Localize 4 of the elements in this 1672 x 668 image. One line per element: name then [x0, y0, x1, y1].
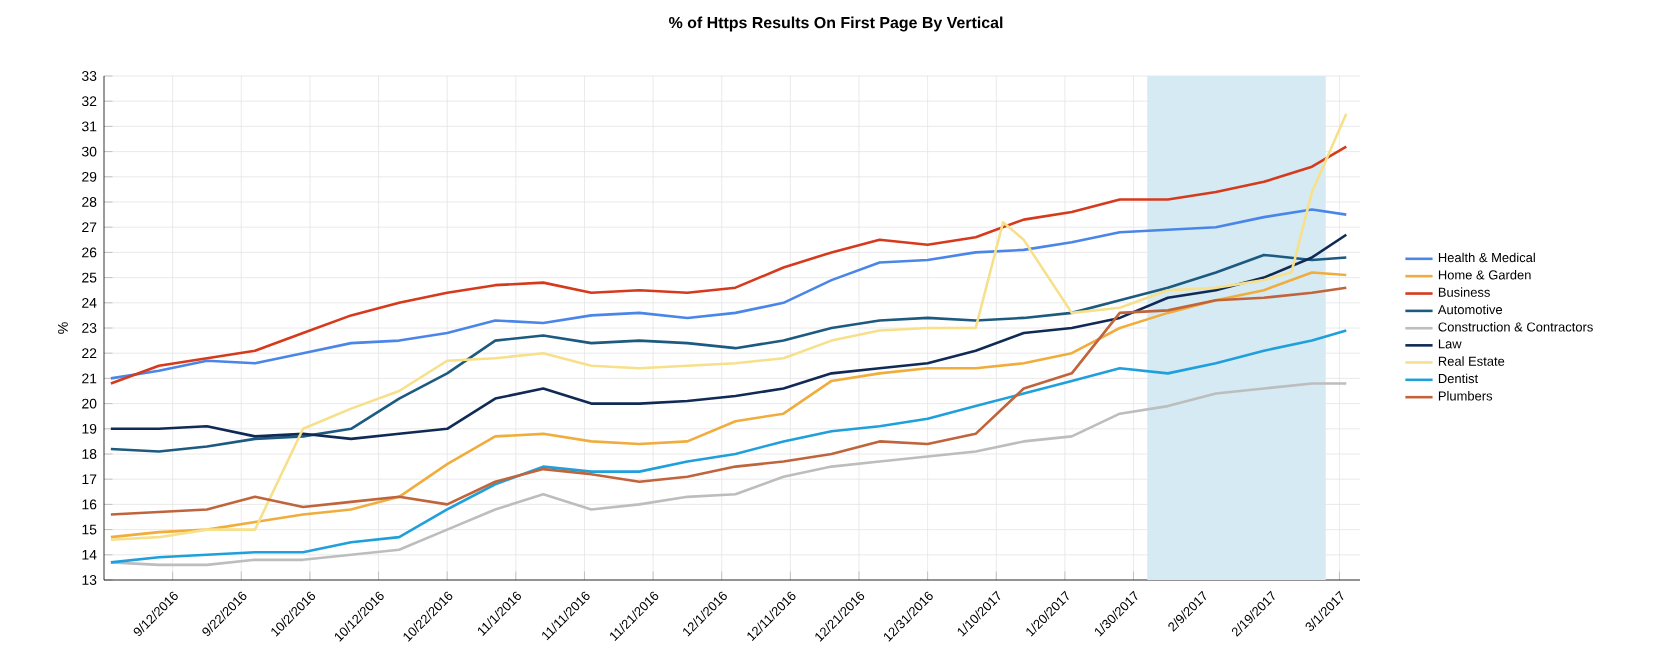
line-series: [109, 208, 1348, 380]
line-series: [109, 145, 1348, 385]
line-series: [109, 329, 1348, 564]
line-series: [109, 112, 1348, 541]
